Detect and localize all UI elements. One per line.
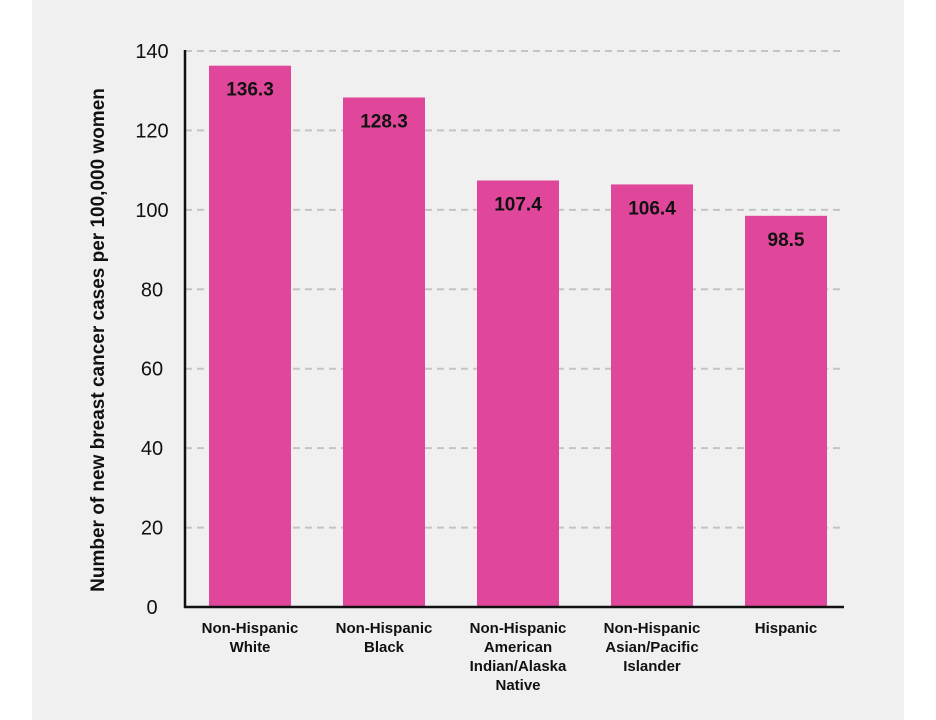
- bar: [611, 184, 693, 607]
- x-tick-label-line: Indian/Alaska: [470, 658, 567, 675]
- y-tick-label: 60: [141, 359, 163, 381]
- bar-value-label: 98.5: [768, 230, 805, 251]
- x-tick-label: Hispanic: [755, 620, 818, 637]
- bar-chart: 136.3 128.3 107.4 106.4 98.5 0 20 40 60 80 100 120…: [88, 41, 844, 694]
- y-tick-label: 140: [135, 41, 168, 63]
- y-tick-label: 40: [141, 438, 163, 460]
- axes: [183, 50, 844, 609]
- x-tick-label-line: Non-Hispanic: [604, 620, 701, 637]
- y-tick-label: 100: [135, 200, 168, 222]
- x-tick-label: Non-Hispanic White: [202, 620, 299, 656]
- y-axis-title: Number of new breast cancer cases per 10…: [88, 88, 109, 592]
- y-tick-label: 0: [146, 597, 157, 619]
- y-tick-label: 120: [135, 120, 168, 142]
- bar-value-label: 107.4: [494, 194, 542, 215]
- bar-value-label: 106.4: [628, 198, 676, 219]
- chart-panel: 136.3 128.3 107.4 106.4 98.5 0 20 40 60 80 100 120…: [32, 0, 904, 720]
- bar-value-label: 136.3: [226, 80, 274, 101]
- bar: [477, 180, 559, 607]
- x-tick-label-line: Islander: [623, 658, 681, 675]
- y-tick-labels: 0 20 40 60 80 100 120 140: [135, 41, 168, 619]
- x-tick-label: Non-Hispanic Black: [336, 620, 433, 656]
- bars: 136.3 128.3 107.4 106.4 98.5: [209, 65, 827, 608]
- x-tick-label-line: White: [230, 639, 271, 656]
- y-tick-label: 80: [141, 279, 163, 301]
- x-tick-label-line: Non-Hispanic: [202, 620, 299, 637]
- x-tick-label-line: Asian/Pacific: [605, 639, 698, 656]
- bar: [343, 97, 425, 608]
- x-tick-label-line: Native: [495, 677, 540, 694]
- x-tick-label-line: American: [484, 639, 552, 656]
- bar: [745, 215, 827, 608]
- bar: [209, 65, 291, 608]
- x-tick-label-line: Non-Hispanic: [336, 620, 433, 637]
- x-tick-label-line: Hispanic: [755, 620, 818, 637]
- bar-value-label: 128.3: [360, 111, 408, 132]
- x-tick-label-line: Black: [364, 639, 405, 656]
- x-tick-label: Non-Hispanic American Indian/Alaska Native: [470, 620, 567, 694]
- x-tick-label: Non-Hispanic Asian/Pacific Islander: [604, 620, 701, 675]
- y-tick-label: 20: [141, 518, 163, 540]
- x-tick-label-line: Non-Hispanic: [470, 620, 567, 637]
